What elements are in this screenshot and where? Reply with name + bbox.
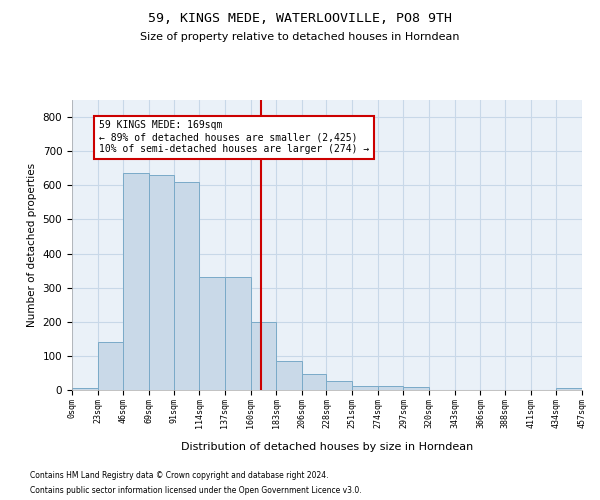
Bar (98, 342, 124, 390)
Text: Distribution of detached houses by size in Horndean: Distribution of detached houses by size … (181, 442, 473, 452)
Bar (199, 278, 225, 390)
Bar (251, 322, 276, 390)
Bar (173, 182, 199, 390)
Bar (403, 386, 429, 390)
Bar (326, 381, 352, 390)
Text: 59 KINGS MEDE: 169sqm
← 89% of detached houses are smaller (2,425)
10% of semi-d: 59 KINGS MEDE: 169sqm ← 89% of detached … (99, 120, 369, 154)
Bar (378, 386, 403, 390)
Bar (149, 175, 173, 390)
Bar (124, 174, 149, 390)
Bar (276, 362, 302, 390)
Text: Contains HM Land Registry data © Crown copyright and database right 2024.: Contains HM Land Registry data © Crown c… (30, 471, 329, 480)
Bar (225, 278, 251, 390)
Bar (302, 374, 326, 390)
Text: Size of property relative to detached houses in Horndean: Size of property relative to detached ho… (140, 32, 460, 42)
Bar (556, 388, 582, 390)
Bar (72, 388, 98, 390)
Bar (352, 386, 378, 390)
Text: 59, KINGS MEDE, WATERLOOVILLE, PO8 9TH: 59, KINGS MEDE, WATERLOOVILLE, PO8 9TH (148, 12, 452, 26)
Y-axis label: Number of detached properties: Number of detached properties (27, 163, 37, 327)
Text: Contains public sector information licensed under the Open Government Licence v3: Contains public sector information licen… (30, 486, 362, 495)
